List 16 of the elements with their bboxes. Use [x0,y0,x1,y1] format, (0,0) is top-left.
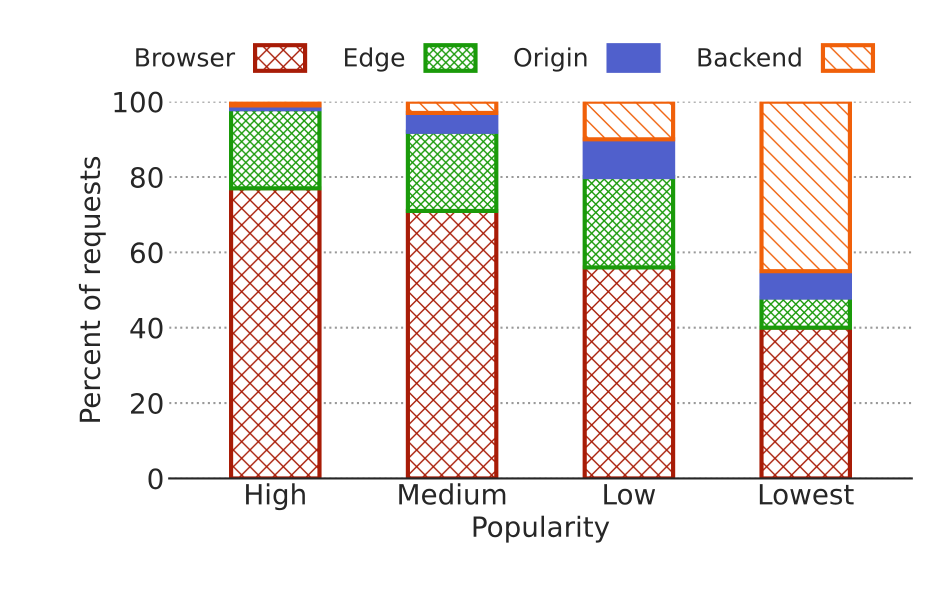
x-axis-title: Popularity [474,516,610,543]
y-tick-label: 0 [148,468,162,490]
y-tick-label: 20 [131,392,162,414]
legend-label: Edge [345,47,404,72]
legend-label: Backend [698,47,801,67]
x-tick-label: Medium [399,483,506,505]
y-axis-title: Percent of requests [78,156,106,422]
y-tick-label: 100 [114,92,162,113]
x-tick-label: Lowest [760,484,854,505]
y-tick-label: 80 [130,166,162,188]
legend-label: Browser [136,48,236,67]
x-tick-label: High [246,483,305,510]
legend-label: Origin [514,47,586,72]
y-tick-label: 60 [130,242,162,264]
y-tick-label: 40 [130,318,162,339]
x-tick-label: Low [604,484,656,505]
